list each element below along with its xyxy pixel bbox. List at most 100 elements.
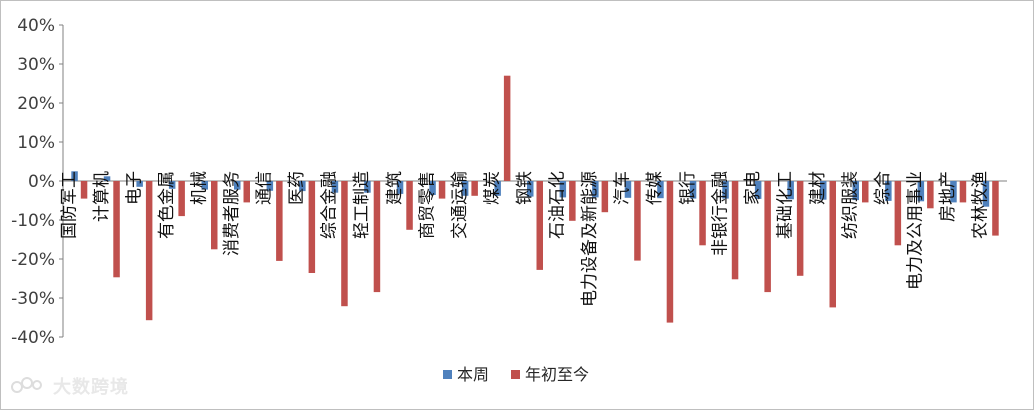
bar-ytd <box>80 181 88 199</box>
bar-ytd <box>503 75 511 181</box>
legend-label: 年初至今 <box>525 365 589 384</box>
bar-ytd <box>341 181 348 307</box>
category-label: 消费者服务 <box>222 171 242 256</box>
bars <box>71 75 999 323</box>
bar-ytd <box>113 181 120 278</box>
category-labels: 国防军工 计算机 电子 有色金属 机械 消费者服务 通信 医药 综合金融 轻工制造 建筑 商贸零售 交通… <box>59 171 990 307</box>
category-label: 通信 <box>255 171 275 205</box>
bar-weekly <box>950 181 957 203</box>
bar-weekly <box>299 181 306 192</box>
bar-ytd <box>569 181 576 221</box>
bar-ytd <box>731 181 739 280</box>
bar-weekly <box>917 181 925 202</box>
bar-weekly <box>234 181 241 190</box>
category-label: 汽车 <box>613 171 633 205</box>
y-tick-label: 30% <box>17 55 55 75</box>
bar-weekly <box>820 181 827 200</box>
bar-weekly <box>429 181 436 195</box>
bar-weekly <box>885 181 892 201</box>
bar-ytd <box>308 181 316 273</box>
bar-ytd <box>699 181 706 246</box>
bar-ytd <box>276 181 283 261</box>
category-label: 电子 <box>124 171 144 205</box>
category-label: 银行 <box>678 171 698 205</box>
category-label: 农林牧渔 <box>971 171 991 239</box>
bar-ytd <box>764 181 771 293</box>
watermark-logo: 大数跨境 <box>11 376 128 398</box>
bar-ytd <box>601 181 609 213</box>
bar-weekly <box>689 181 697 199</box>
bar-ytd <box>373 181 381 293</box>
bar-weekly <box>982 181 990 207</box>
bar-ytd <box>438 181 446 199</box>
y-tick-label: 0% <box>28 172 55 192</box>
bar-ytd <box>927 181 934 209</box>
bar-ytd <box>894 181 902 246</box>
category-label: 传媒 <box>645 171 665 205</box>
bar-ytd <box>666 181 674 323</box>
bar-weekly <box>624 181 632 198</box>
legend-label: 本周 <box>457 365 489 384</box>
category-label: 医药 <box>287 171 307 205</box>
y-tick-label: 20% <box>17 94 55 114</box>
y-tick-label: -20% <box>11 250 55 270</box>
bar-ytd <box>829 181 836 308</box>
category-label: 家电 <box>743 171 763 205</box>
category-label: 纺织服装 <box>841 171 861 239</box>
y-tick-label: -40% <box>11 328 55 348</box>
category-label: 交通运输 <box>450 171 470 239</box>
bar-weekly <box>787 181 794 200</box>
category-label: 建材 <box>808 171 828 205</box>
category-label: 轻工制造 <box>352 171 372 239</box>
category-label: 建筑 <box>385 171 405 205</box>
category-label: 商贸零售 <box>417 171 437 239</box>
y-tick-label: 40% <box>17 16 55 36</box>
bar-weekly <box>103 176 111 181</box>
bar-weekly <box>266 181 274 191</box>
bar-weekly <box>754 181 762 199</box>
category-label: 综合 <box>873 171 893 205</box>
y-axis-ticks: 40% 30% 20% 10% 0% -10% -20% -30% -40% <box>11 16 63 348</box>
bar-ytd <box>243 181 250 203</box>
bar-weekly <box>527 181 534 197</box>
bar-weekly <box>461 181 469 196</box>
bar-weekly <box>71 171 78 182</box>
bar-weekly <box>722 181 729 199</box>
category-label: 电力设备及新能源 <box>580 171 600 307</box>
category-label: 非银行金融 <box>710 171 730 256</box>
category-label: 房地产 <box>938 171 958 222</box>
y-tick-label: 10% <box>17 133 55 153</box>
bar-weekly <box>396 181 404 194</box>
bar-ytd <box>178 181 185 217</box>
category-label: 国防军工 <box>59 171 79 239</box>
bar-ytd <box>796 181 804 276</box>
watermark-icon <box>11 377 42 393</box>
bar-weekly <box>559 181 567 198</box>
bar-weekly <box>494 181 501 196</box>
category-label: 有色金属 <box>157 171 177 239</box>
category-label: 煤炭 <box>482 171 502 205</box>
category-label: 综合金融 <box>320 171 340 239</box>
bar-ytd <box>992 181 999 236</box>
legend-swatch <box>511 370 520 379</box>
bar-ytd <box>406 181 413 230</box>
bar-weekly <box>657 181 664 199</box>
category-label: 电力及公用事业 <box>906 171 926 290</box>
category-label: 石油石化 <box>548 171 568 239</box>
bar-weekly <box>592 181 599 198</box>
y-tick-label: -10% <box>11 211 55 231</box>
bar-weekly <box>201 181 208 190</box>
bar-ytd <box>634 181 641 261</box>
category-label: 计算机 <box>92 171 112 222</box>
category-label: 机械 <box>190 171 210 205</box>
bar-ytd <box>471 181 478 196</box>
bar-ytd <box>211 181 218 250</box>
bar-weekly <box>168 181 176 189</box>
legend-swatch <box>443 370 452 379</box>
legend: 本周 年初至今 <box>443 365 589 384</box>
bar-ytd <box>862 181 869 203</box>
bar-weekly <box>852 181 859 201</box>
bar-ytd <box>959 181 967 203</box>
bar-weekly <box>331 181 339 193</box>
